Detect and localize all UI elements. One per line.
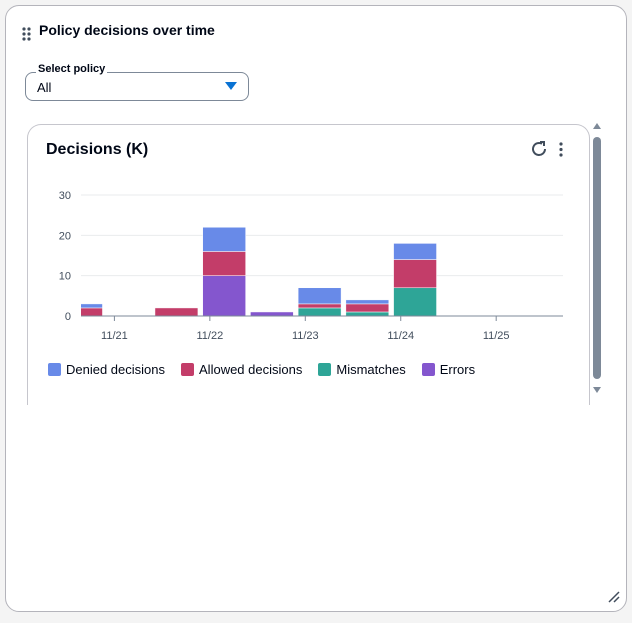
legend-swatch (181, 363, 195, 376)
x-tick-label: 11/21 (101, 330, 128, 342)
x-tick-label: 11/23 (292, 330, 319, 342)
y-tick-label: 10 (59, 271, 71, 283)
legend-item[interactable]: Allowed decisions (181, 362, 302, 377)
y-tick-label: 30 (59, 190, 71, 202)
bar-segment (393, 287, 437, 316)
bar-segment (393, 259, 437, 289)
legend-label: Mismatches (336, 362, 406, 377)
bar-segment (345, 311, 390, 316)
refresh-icon[interactable] (532, 141, 546, 156)
bar-segment (297, 287, 342, 305)
bar-segment (202, 251, 246, 276)
bar-segment (81, 303, 103, 309)
bar-segment (250, 311, 294, 316)
bar-segment (202, 275, 246, 316)
legend-label: Denied decisions (66, 362, 166, 377)
legend-label: Allowed decisions (199, 362, 303, 377)
legend: Denied decisions Allowed decisions Mismatc… (48, 362, 475, 377)
chart-title: Decisions (K) (46, 141, 148, 158)
legend-swatch (318, 363, 332, 376)
select[interactable]: All (25, 72, 249, 101)
panel: Policy decisions over time Select policy… (5, 5, 627, 612)
legend-item[interactable]: Mismatches (318, 362, 406, 377)
x-tick-label: 11/24 (387, 330, 414, 342)
menu-icon[interactable] (559, 142, 563, 157)
bar-segment (297, 303, 342, 309)
scrollbar[interactable] (591, 119, 603, 399)
scrollbar-graphic (593, 123, 601, 393)
y-tick-label: 20 (59, 230, 71, 242)
bar-segment (154, 307, 199, 316)
legend-swatch (421, 363, 435, 376)
y-tick-label: 0 (65, 311, 71, 323)
drag-handle[interactable] (22, 27, 32, 41)
x-tick-label: 11/25 (483, 330, 510, 342)
select-value: All (37, 80, 52, 95)
chart-card: Decisions (K) 0 10 20 30 11/21 11/22 11/23 11/2… (27, 124, 590, 405)
bar-segment (81, 307, 103, 316)
select-label: Select policy (36, 63, 108, 75)
legend-label: Errors (439, 362, 476, 377)
chart: Decisions (K) 0 10 20 30 11/21 11/22 11/23 11/2… (46, 141, 563, 342)
caret (225, 82, 237, 90)
legend-item[interactable]: Denied decisions (48, 362, 165, 377)
bar-segment (393, 243, 437, 260)
legend-swatch (48, 363, 61, 376)
bar-segment (202, 227, 246, 252)
bar-segment (297, 307, 342, 316)
x-tick-label: 11/22 (196, 330, 223, 342)
bar-segment (345, 299, 390, 305)
panel-title: Policy decisions over time (39, 22, 215, 38)
legend-item[interactable]: Errors (421, 362, 476, 377)
bar-segment (345, 303, 390, 313)
resize-handle[interactable] (608, 591, 620, 603)
